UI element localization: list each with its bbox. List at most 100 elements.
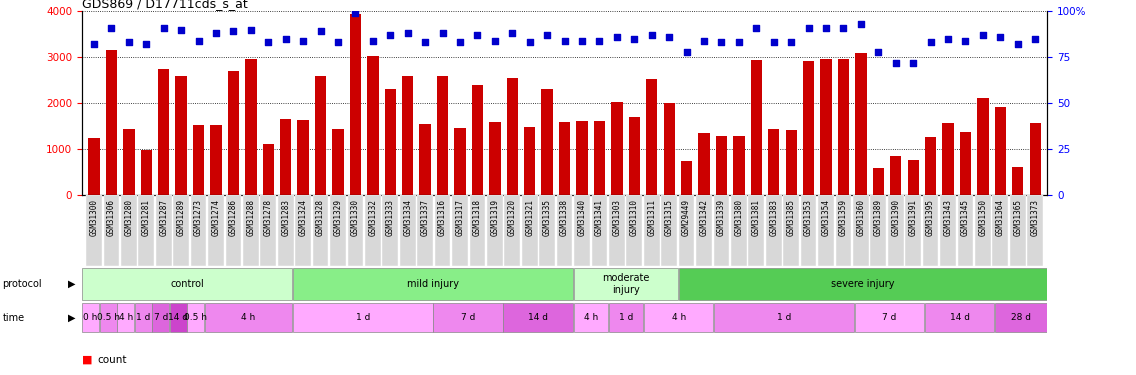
Bar bbox=[716, 136, 727, 195]
FancyBboxPatch shape bbox=[818, 195, 834, 266]
Bar bbox=[315, 76, 326, 195]
FancyBboxPatch shape bbox=[204, 303, 292, 333]
Point bbox=[660, 34, 678, 40]
FancyBboxPatch shape bbox=[208, 195, 224, 266]
Bar bbox=[855, 53, 867, 195]
Bar bbox=[733, 136, 744, 195]
Text: mild injury: mild injury bbox=[407, 279, 459, 289]
FancyBboxPatch shape bbox=[100, 303, 117, 333]
Point bbox=[102, 25, 120, 31]
Point bbox=[834, 25, 852, 31]
Bar bbox=[454, 128, 466, 195]
Point bbox=[712, 39, 730, 45]
Point bbox=[573, 38, 591, 44]
Text: GSM31345: GSM31345 bbox=[961, 199, 970, 236]
Point bbox=[468, 32, 486, 38]
Bar bbox=[699, 133, 710, 195]
FancyBboxPatch shape bbox=[905, 195, 921, 266]
Bar bbox=[995, 107, 1006, 195]
Bar bbox=[908, 160, 919, 195]
FancyBboxPatch shape bbox=[86, 195, 102, 266]
Point bbox=[294, 38, 312, 44]
Bar bbox=[158, 69, 169, 195]
Point bbox=[259, 39, 277, 45]
Point bbox=[85, 41, 103, 47]
Text: GSM31281: GSM31281 bbox=[142, 199, 151, 236]
Text: GSM31360: GSM31360 bbox=[857, 199, 866, 236]
FancyBboxPatch shape bbox=[609, 303, 643, 333]
FancyBboxPatch shape bbox=[592, 195, 608, 266]
Text: 14 d: 14 d bbox=[528, 313, 549, 322]
FancyBboxPatch shape bbox=[766, 195, 782, 266]
Text: moderate
injury: moderate injury bbox=[602, 273, 650, 295]
Point bbox=[992, 34, 1010, 40]
FancyBboxPatch shape bbox=[191, 195, 207, 266]
Text: GSM31365: GSM31365 bbox=[1013, 199, 1022, 236]
FancyBboxPatch shape bbox=[854, 303, 925, 333]
Point bbox=[382, 32, 400, 38]
Point bbox=[921, 39, 939, 45]
Text: ■: ■ bbox=[82, 355, 92, 365]
FancyBboxPatch shape bbox=[696, 195, 712, 266]
FancyBboxPatch shape bbox=[156, 195, 172, 266]
Text: 0 h: 0 h bbox=[83, 313, 98, 322]
FancyBboxPatch shape bbox=[679, 268, 1047, 300]
Point bbox=[346, 10, 365, 16]
FancyBboxPatch shape bbox=[922, 195, 938, 266]
Text: GSM31315: GSM31315 bbox=[665, 199, 674, 236]
Text: 0.5 h: 0.5 h bbox=[184, 313, 208, 322]
Text: GSM31319: GSM31319 bbox=[491, 199, 500, 236]
Text: GSM31318: GSM31318 bbox=[473, 199, 482, 236]
Text: GSM31391: GSM31391 bbox=[909, 199, 918, 236]
Point bbox=[242, 27, 260, 33]
Text: GSM31354: GSM31354 bbox=[821, 199, 830, 236]
FancyBboxPatch shape bbox=[295, 195, 311, 266]
FancyBboxPatch shape bbox=[801, 195, 817, 266]
Point bbox=[1009, 41, 1027, 47]
Text: protocol: protocol bbox=[2, 279, 42, 289]
Bar bbox=[471, 85, 483, 195]
Text: 0.5 h: 0.5 h bbox=[97, 313, 119, 322]
Point bbox=[207, 30, 225, 36]
Text: GSM31338: GSM31338 bbox=[560, 199, 569, 236]
FancyBboxPatch shape bbox=[433, 303, 503, 333]
Bar bbox=[175, 76, 186, 195]
Text: GSM31311: GSM31311 bbox=[648, 199, 657, 236]
Bar bbox=[943, 123, 954, 195]
Text: control: control bbox=[170, 279, 204, 289]
FancyBboxPatch shape bbox=[713, 195, 729, 266]
FancyBboxPatch shape bbox=[417, 195, 433, 266]
Bar bbox=[559, 122, 570, 195]
Text: GSM31300: GSM31300 bbox=[90, 199, 99, 236]
FancyBboxPatch shape bbox=[293, 303, 433, 333]
Text: 1 d: 1 d bbox=[777, 313, 792, 322]
Bar bbox=[820, 60, 832, 195]
Text: GSM31342: GSM31342 bbox=[700, 199, 709, 236]
FancyBboxPatch shape bbox=[1010, 195, 1026, 266]
Point bbox=[486, 38, 504, 44]
Bar bbox=[437, 76, 449, 195]
Text: GDS869 / D17711cds_s_at: GDS869 / D17711cds_s_at bbox=[82, 0, 248, 10]
Point bbox=[416, 39, 434, 45]
Text: GSM31341: GSM31341 bbox=[595, 199, 604, 236]
Bar bbox=[262, 144, 274, 195]
FancyBboxPatch shape bbox=[626, 195, 642, 266]
FancyBboxPatch shape bbox=[139, 195, 154, 266]
Point bbox=[591, 38, 609, 44]
FancyBboxPatch shape bbox=[836, 195, 851, 266]
Point bbox=[154, 25, 173, 31]
Text: ▶: ▶ bbox=[68, 279, 75, 289]
FancyBboxPatch shape bbox=[400, 195, 416, 266]
FancyBboxPatch shape bbox=[469, 195, 485, 266]
FancyBboxPatch shape bbox=[503, 303, 573, 333]
Text: 7 d: 7 d bbox=[883, 313, 896, 322]
Text: 28 d: 28 d bbox=[1011, 313, 1031, 322]
Text: GSM31337: GSM31337 bbox=[420, 199, 429, 236]
Point bbox=[311, 28, 329, 34]
Text: GSM31339: GSM31339 bbox=[717, 199, 726, 236]
Text: GSM31335: GSM31335 bbox=[543, 199, 552, 236]
FancyBboxPatch shape bbox=[383, 195, 398, 266]
FancyBboxPatch shape bbox=[82, 303, 99, 333]
FancyBboxPatch shape bbox=[574, 195, 590, 266]
Text: GSM31330: GSM31330 bbox=[351, 199, 360, 236]
